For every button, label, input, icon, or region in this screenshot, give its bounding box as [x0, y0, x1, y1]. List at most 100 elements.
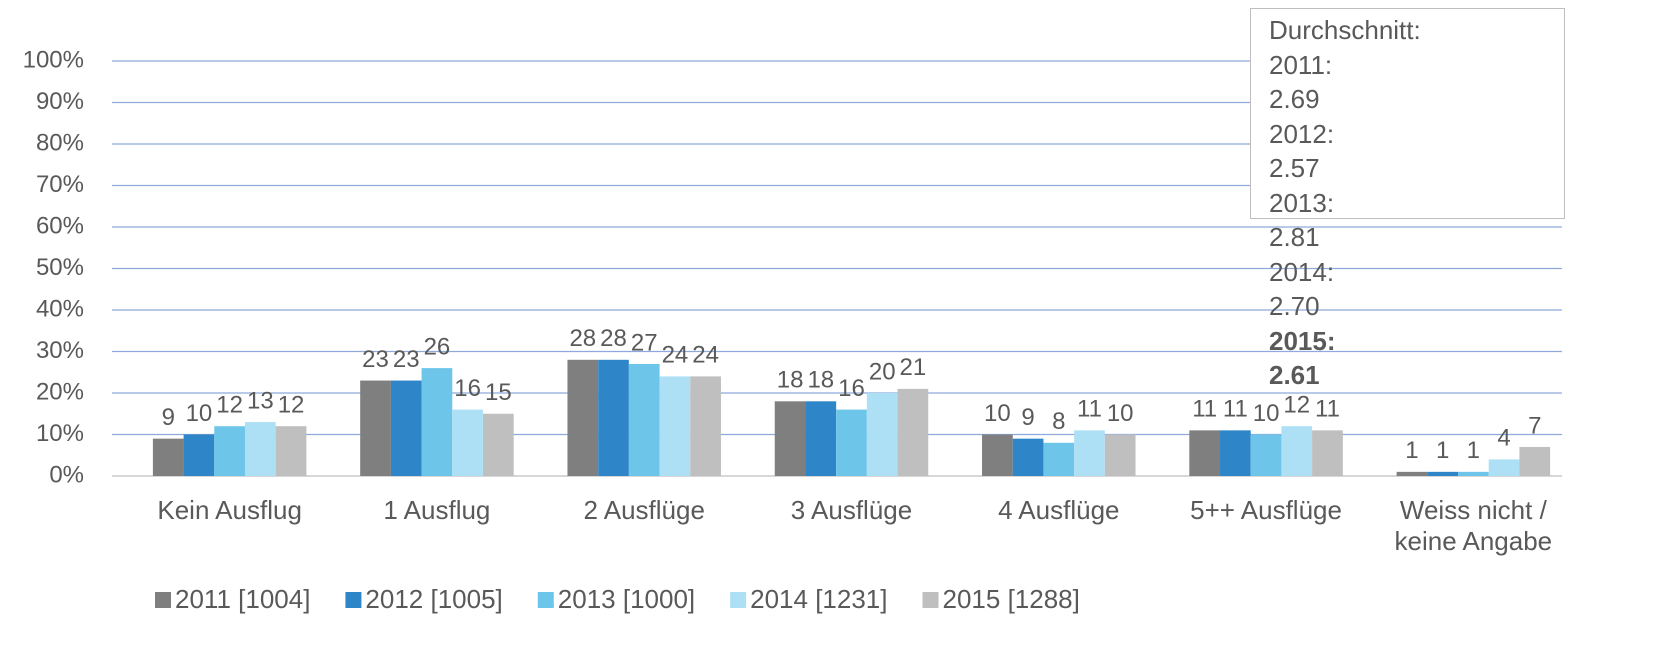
x-tick-label: 4 Ausflüge: [998, 495, 1120, 525]
data-label: 18: [807, 367, 834, 394]
data-label: 16: [838, 375, 865, 402]
bar: [1396, 471, 1428, 476]
y-tick-label: 80%: [36, 129, 84, 156]
data-label: 8: [1052, 408, 1065, 435]
bar: [482, 413, 514, 476]
x-tick-label: 3 Ausflüge: [790, 495, 913, 525]
average-row: 2014: 2.70: [1269, 255, 1564, 324]
y-tick-label: 20%: [36, 378, 84, 405]
bar: [866, 393, 898, 476]
bar: [244, 422, 276, 476]
average-box: Durchschnitt: 2011: 2.69 2012: 2.57 2013: 2.8…: [1250, 8, 1565, 390]
data-label: 20: [869, 358, 896, 385]
data-label: 11: [1315, 396, 1340, 423]
data-label: 24: [692, 342, 719, 369]
bar: [275, 426, 307, 476]
bar: [1104, 434, 1136, 476]
bar: [836, 409, 867, 476]
bar: [897, 388, 929, 476]
data-label: 11: [1077, 396, 1102, 423]
average-value: 2.61: [1269, 360, 1320, 390]
bar: [390, 380, 422, 476]
average-year: 2014:: [1269, 256, 1335, 287]
bar: [1458, 471, 1489, 476]
bar: [360, 380, 391, 476]
legend-label: 2013 [1000]: [558, 584, 695, 614]
average-value: 2.57: [1269, 153, 1320, 183]
bar: [567, 359, 599, 476]
y-tick-label: 40%: [36, 295, 84, 322]
bar: [1012, 438, 1044, 476]
average-title: Durchschnitt:: [1269, 15, 1421, 45]
y-tick-label: 50%: [36, 254, 84, 281]
legend-swatch: [922, 592, 939, 608]
average-value: 2.69: [1269, 84, 1320, 114]
data-label: 24: [662, 342, 689, 369]
average-year: 2012:: [1269, 118, 1335, 149]
data-label: 18: [777, 367, 804, 394]
y-tick-label: 70%: [36, 171, 84, 198]
legend-label: 2012 [1005]: [365, 584, 502, 614]
data-label: 10: [1107, 400, 1134, 427]
average-row: 2015: 2.61: [1269, 324, 1564, 393]
bar: [628, 363, 660, 476]
average-year: 2015:: [1269, 325, 1336, 356]
average-year: 2011:: [1269, 49, 1333, 80]
bar: [982, 434, 1013, 476]
x-tick-label: 2 Ausflüge: [583, 495, 705, 525]
bar: [1488, 459, 1520, 476]
average-row: 2013: 2.81: [1269, 186, 1564, 255]
bar: [598, 359, 629, 476]
y-tick-label: 0%: [49, 461, 84, 488]
y-tick-label: 100%: [23, 46, 84, 73]
bar: [659, 376, 691, 476]
bar: [1043, 442, 1075, 476]
data-label: 1: [1436, 437, 1449, 464]
bar: [1250, 434, 1282, 476]
x-tick-label: 5++ Ausflüge: [1190, 495, 1342, 525]
bar: [805, 401, 837, 476]
data-label: 12: [216, 392, 243, 419]
bar: [690, 376, 721, 476]
bar: [1220, 430, 1251, 476]
legend-swatch: [537, 592, 554, 608]
x-tick-label: Weiss nicht / keine Angabe: [1394, 495, 1553, 556]
x-tick-label: 1 Ausflug: [383, 495, 491, 525]
legend-swatch: [345, 592, 362, 608]
bar: [1519, 446, 1551, 476]
bar: [1074, 430, 1105, 476]
legend-swatch: [730, 592, 747, 608]
data-label: 11: [1223, 396, 1248, 423]
bar: [152, 438, 184, 476]
legend-swatch: [155, 592, 171, 608]
y-tick-label: 30%: [36, 337, 84, 364]
bar: [183, 434, 215, 476]
data-label: 28: [569, 325, 596, 352]
bar: [774, 401, 806, 476]
data-label: 23: [362, 346, 389, 373]
data-label: 26: [424, 333, 451, 360]
data-label: 4: [1497, 425, 1510, 452]
data-label: 28: [600, 325, 627, 352]
data-label: 7: [1528, 412, 1541, 439]
bar: [1189, 430, 1221, 476]
bar: [1427, 471, 1459, 476]
average-year: 2013:: [1269, 187, 1335, 218]
data-label: 16: [454, 375, 481, 402]
average-value: 2.70: [1269, 291, 1320, 321]
bar: [452, 409, 483, 476]
data-label: 13: [247, 387, 274, 414]
data-label: 12: [1283, 392, 1310, 419]
legend-label: 2015 [1288]: [943, 584, 1080, 614]
y-tick-label: 10%: [36, 420, 84, 447]
data-label: 1: [1405, 437, 1418, 464]
data-label: 23: [393, 346, 420, 373]
data-label: 10: [1253, 400, 1280, 427]
bar: [1312, 430, 1343, 476]
data-label: 9: [162, 404, 175, 431]
data-label: 10: [984, 400, 1011, 427]
legend-label: 2011 [1004]: [175, 584, 310, 614]
average-row: 2012: 2.57: [1269, 117, 1564, 186]
